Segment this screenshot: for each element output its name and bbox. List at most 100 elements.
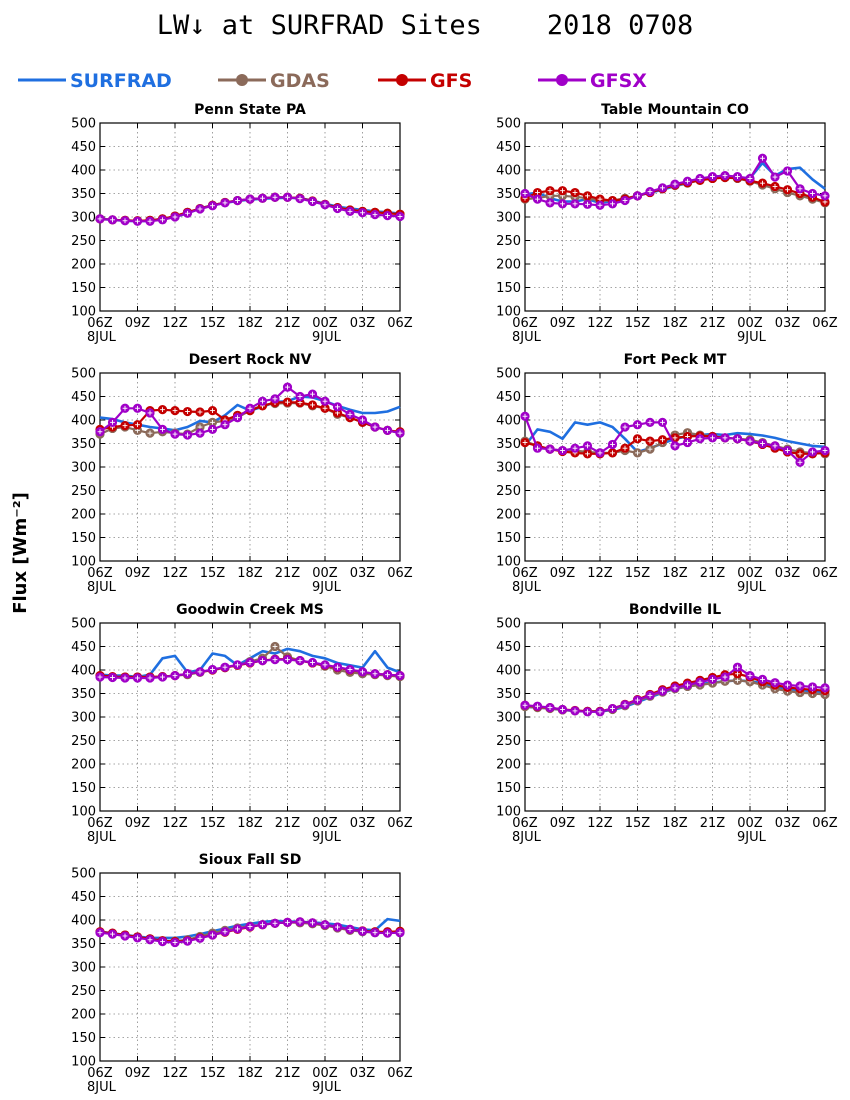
data-point <box>345 924 355 935</box>
data-point <box>732 434 743 444</box>
data-point <box>232 660 243 670</box>
data-point <box>770 184 780 194</box>
data-point <box>257 193 268 203</box>
data-point <box>707 431 718 442</box>
data-point <box>157 672 168 682</box>
data-point <box>745 173 755 184</box>
data-point <box>345 664 355 675</box>
data-point <box>307 658 318 668</box>
x-date-label: 8JUL <box>512 330 542 345</box>
data-point <box>545 444 555 454</box>
data-point <box>320 199 330 209</box>
legend-label: GDAS <box>270 70 330 92</box>
data-point <box>232 195 243 206</box>
data-point <box>682 681 693 692</box>
data-point <box>695 430 705 440</box>
data-point <box>257 920 268 930</box>
data-point <box>245 405 255 416</box>
data-point <box>207 424 218 434</box>
x-date-label: 9JUL <box>737 580 767 595</box>
data-point <box>170 429 180 439</box>
data-point <box>245 657 255 668</box>
x-tick-label: 21Z <box>275 316 301 331</box>
data-point <box>557 199 568 209</box>
data-point <box>270 398 280 408</box>
data-point <box>145 672 155 682</box>
data-point <box>207 928 218 938</box>
series-line <box>524 672 826 713</box>
data-point <box>182 669 193 679</box>
data-point <box>820 198 830 208</box>
legend-item-surfrad: SURFRAD <box>18 70 172 92</box>
data-point <box>120 216 130 226</box>
data-point <box>232 923 243 933</box>
data-point <box>357 417 368 427</box>
series-line <box>99 196 401 223</box>
data-point <box>795 188 805 199</box>
data-point <box>607 703 618 714</box>
data-point <box>307 919 318 929</box>
data-point <box>332 408 343 418</box>
x-date-label: 9JUL <box>312 330 342 345</box>
data-point <box>532 193 543 203</box>
y-tick-label: 350 <box>496 687 521 702</box>
data-point <box>732 434 743 444</box>
data-point <box>182 207 193 217</box>
x-tick-label: 06Z <box>512 566 538 581</box>
data-point <box>620 701 630 711</box>
series-gfs <box>520 669 830 716</box>
data-point <box>770 684 780 694</box>
data-point <box>582 706 593 716</box>
data-point <box>732 173 743 183</box>
data-point <box>382 927 393 937</box>
data-point <box>120 672 130 682</box>
data-point <box>532 194 543 204</box>
data-point <box>570 706 580 716</box>
y-tick-label: 400 <box>496 164 521 179</box>
data-point <box>645 444 655 454</box>
data-point <box>157 936 168 946</box>
panel-title: Desert Rock NV <box>189 352 312 368</box>
data-point <box>107 423 118 434</box>
data-point <box>395 671 405 681</box>
data-point <box>532 441 543 451</box>
y-tick-label: 150 <box>496 531 521 546</box>
data-point <box>307 401 318 411</box>
panel-sioux-fall-sd: Sioux Fall SD 100 150 200 250 300 350 400 450 500… <box>71 852 413 1095</box>
data-point <box>95 927 105 937</box>
data-point <box>207 665 218 675</box>
data-point <box>207 405 218 416</box>
data-point <box>170 211 180 221</box>
data-point <box>370 207 380 217</box>
data-point <box>520 411 530 421</box>
series-gdas <box>520 428 830 459</box>
data-point <box>582 707 593 717</box>
x-tick-label: 21Z <box>700 816 726 831</box>
data-point <box>520 188 530 199</box>
y-tick-label: 200 <box>71 758 96 773</box>
series-surfrad <box>523 421 826 454</box>
data-point <box>732 173 743 184</box>
data-point <box>382 208 393 218</box>
data-point <box>195 422 205 432</box>
x-tick-label: 03Z <box>775 816 801 831</box>
series-gfs <box>95 654 405 682</box>
y-tick-label: 400 <box>496 664 521 679</box>
data-point <box>632 695 643 705</box>
x-tick-label: 06Z <box>387 316 413 331</box>
y-tick-label: 400 <box>71 414 96 429</box>
data-point <box>557 446 568 457</box>
data-point <box>295 193 305 203</box>
data-point <box>307 657 318 668</box>
data-point <box>632 191 643 201</box>
panel-penn-state-pa: Penn State PA 100 150 200 250 300 350 400 450 500… <box>71 102 413 345</box>
y-tick-label: 250 <box>496 234 521 249</box>
data-point <box>757 153 768 163</box>
x-tick-label: 21Z <box>275 816 301 831</box>
series-line <box>99 196 401 222</box>
y-tick-label: 450 <box>71 640 96 655</box>
data-point <box>145 935 155 945</box>
data-point <box>170 211 180 221</box>
data-point <box>195 667 205 677</box>
data-point <box>795 457 805 467</box>
